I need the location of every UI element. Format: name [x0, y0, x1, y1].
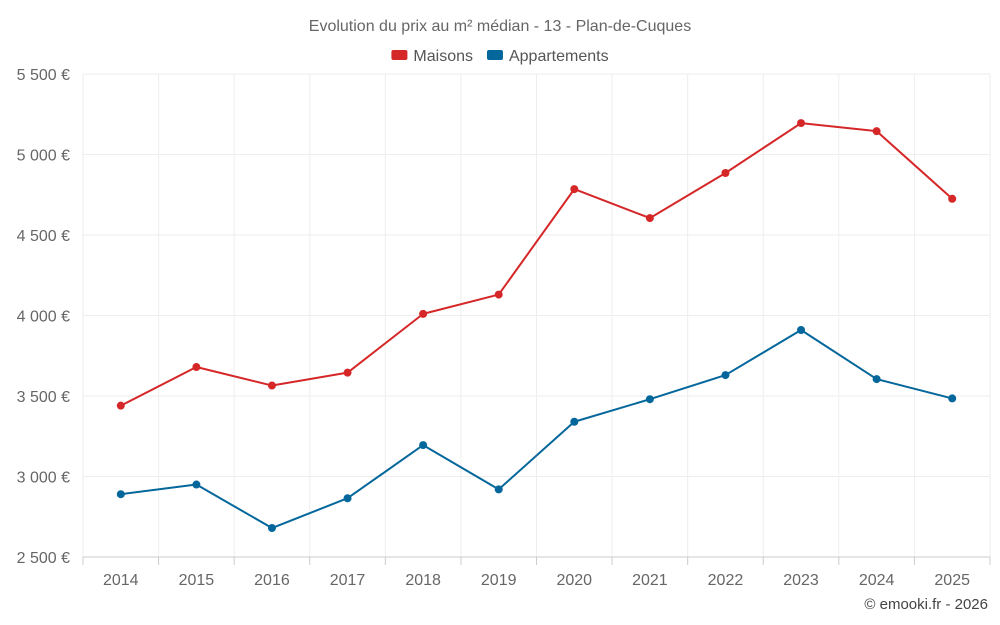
- y-tick-label: 5 000 €: [17, 148, 70, 165]
- appartements-point: [872, 375, 881, 384]
- appartements-point: [419, 441, 428, 450]
- maisons-point: [570, 185, 579, 194]
- appartements-point: [721, 371, 730, 380]
- appartements-point: [645, 395, 654, 404]
- x-tick-label: 2024: [859, 572, 895, 589]
- maisons-point: [645, 214, 654, 223]
- y-tick-label: 2 500 €: [17, 550, 70, 567]
- x-tick-label: 2014: [103, 572, 139, 589]
- y-tick-label: 4 500 €: [17, 228, 70, 245]
- y-tick-label: 4 000 €: [17, 309, 70, 326]
- x-tick-label: 2022: [708, 572, 744, 589]
- appartements-point: [192, 480, 201, 489]
- maisons-point: [343, 368, 352, 377]
- maisons-point: [192, 363, 201, 372]
- appartements-point: [570, 417, 579, 426]
- appartements-point: [267, 524, 276, 533]
- appartements-point: [343, 494, 352, 503]
- x-tick-label: 2023: [783, 572, 819, 589]
- appartements-point: [116, 490, 125, 499]
- x-tick-label: 2019: [481, 572, 517, 589]
- appartements-point: [948, 394, 957, 403]
- y-tick-label: 5 500 €: [17, 67, 70, 84]
- y-tick-label: 3 500 €: [17, 389, 70, 406]
- maisons-line: [120, 122, 953, 407]
- credit-text: © emooki.fr - 2026: [864, 596, 988, 613]
- maisons-point: [419, 309, 428, 318]
- appartements-line: [120, 328, 953, 530]
- maisons-point: [872, 127, 881, 136]
- x-tick-label: 2018: [405, 572, 441, 589]
- maisons-point: [721, 169, 730, 178]
- maisons-point: [797, 119, 806, 128]
- x-tick-label: 2021: [632, 572, 668, 589]
- legend-swatch-maisons: [391, 50, 408, 60]
- legend-label-appartements: Appartements: [509, 48, 609, 65]
- legend-swatch-appartements: [486, 50, 503, 60]
- x-tick-label: 2015: [179, 572, 215, 589]
- maisons-point: [948, 194, 957, 203]
- maisons-point: [267, 381, 276, 390]
- x-tick-label: 2016: [254, 572, 290, 589]
- maisons-point: [116, 401, 125, 410]
- x-tick-label: 2017: [330, 572, 366, 589]
- x-tick-label: 2020: [556, 572, 592, 589]
- maisons-point: [494, 290, 503, 299]
- legend-label-maisons: Maisons: [413, 48, 473, 65]
- appartements-point: [494, 485, 503, 494]
- x-tick-label: 2025: [934, 572, 970, 589]
- chart-title: Evolution du prix au m² médian - 13 - Pl…: [309, 18, 691, 35]
- y-tick-label: 3 000 €: [17, 470, 70, 487]
- appartements-point: [797, 325, 806, 334]
